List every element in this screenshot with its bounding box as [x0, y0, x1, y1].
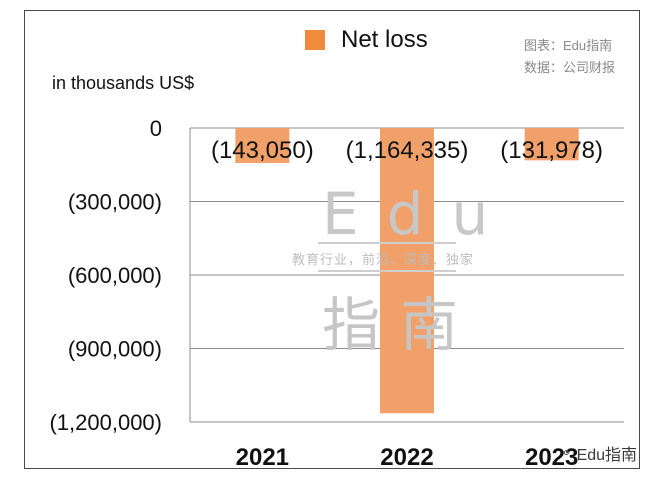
watermark-zhinan: 指南 [322, 293, 479, 358]
legend-label: Net loss [341, 26, 428, 53]
data-label: (1,164,335) [346, 137, 469, 164]
chart-credit: 图表：Edu指南 [524, 38, 613, 53]
watermark-divider-top [318, 242, 456, 244]
data-label: (131,978) [500, 137, 603, 164]
data-source: 数据：公司财报 [524, 60, 616, 75]
y-tick-label: (300,000) [68, 190, 162, 215]
y-tick-label: (600,000) [68, 263, 162, 288]
watermark-edu: Edu [322, 180, 517, 248]
x-tick-label: 2022 [380, 444, 433, 471]
y-tick-label: (1,200,000) [49, 410, 162, 435]
data-label: (143,050) [211, 137, 314, 164]
legend: Net loss [305, 25, 428, 55]
wechat-icon: ⚬ [560, 445, 573, 462]
bar [524, 128, 579, 161]
watermark-divider-bottom [318, 270, 456, 272]
bar [235, 128, 290, 164]
watermark-tagline: 教育行业，前沿、深度、独家 [292, 252, 475, 267]
chart-frame [24, 10, 640, 469]
y-tick-label: (900,000) [68, 337, 162, 362]
brand-text: Edu指南 [576, 447, 638, 464]
y-axis-unit-label: in thousands US$ [52, 73, 195, 93]
legend-swatch [305, 30, 325, 50]
x-tick-label: 2023 [525, 444, 578, 471]
y-tick-label: 0 [150, 116, 162, 141]
x-tick-label: 2021 [236, 444, 289, 471]
brand-mark: ⚬ Edu指南 [560, 441, 637, 465]
